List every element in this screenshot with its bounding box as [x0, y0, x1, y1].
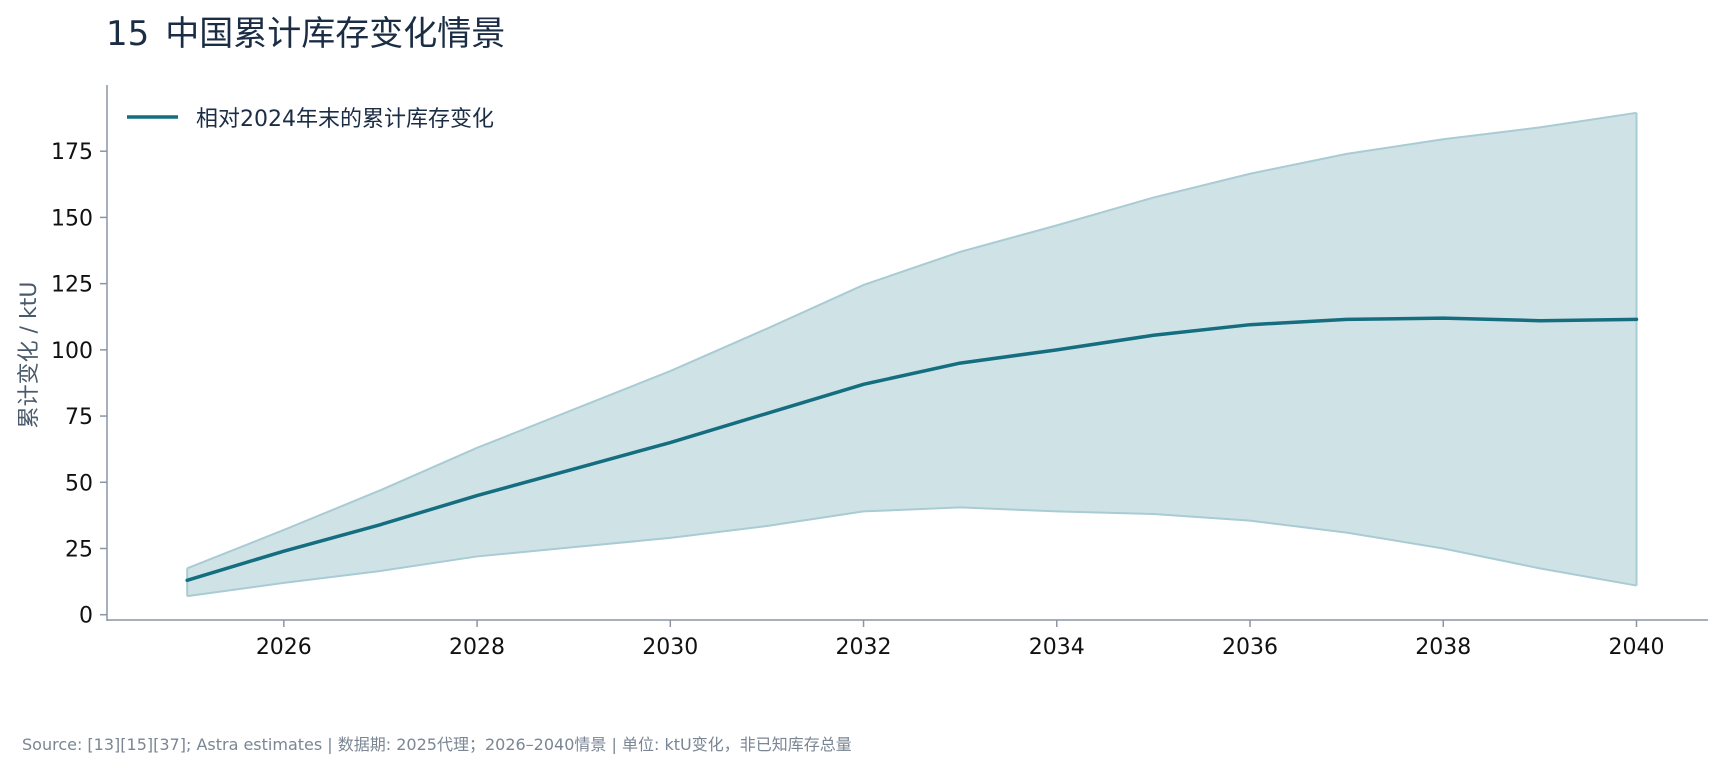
uncertainty-band	[186, 111, 1638, 598]
y-tick-label: 0	[79, 604, 93, 629]
band-fill	[187, 112, 1637, 597]
x-tick-label: 2034	[1029, 635, 1085, 660]
band-upper-edge	[186, 111, 1637, 570]
source-note: Source: [13][15][37]; Astra estimates | …	[22, 735, 852, 754]
series-line	[185, 316, 1639, 583]
x-tick-label: 2028	[449, 635, 505, 660]
x-tick-label: 2036	[1222, 635, 1278, 660]
x-tick-label: 2032	[836, 635, 892, 660]
x-tick-label: 2038	[1415, 635, 1471, 660]
chart-title: 15 中国累计库存变化情景	[106, 6, 505, 55]
x-tick-label: 2026	[256, 635, 312, 660]
tick-labels: 0 25 50 75 100 125 150 175 2026 2028 2030 2032 2034 2…	[51, 140, 1665, 660]
y-tick-label: 25	[65, 537, 93, 562]
y-axis-label: 累计变化 / ktU	[17, 282, 42, 429]
y-tick-label: 100	[51, 339, 93, 364]
y-tick-label: 125	[51, 273, 93, 298]
legend-label: 相对2024年末的累计库存变化	[196, 107, 494, 132]
x-tick-label: 2040	[1609, 635, 1665, 660]
chart-title-text: 中国累计库存变化情景	[165, 14, 506, 54]
y-tick-label: 75	[65, 405, 93, 430]
legend: 相对2024年末的累计库存变化	[127, 107, 494, 132]
y-tick-label: 50	[65, 471, 93, 496]
y-tick-label: 150	[51, 206, 93, 231]
series-line-group	[185, 316, 1639, 583]
axes	[106, 85, 1708, 621]
x-tick-label: 2030	[642, 635, 698, 660]
chart-number: 15	[106, 14, 150, 54]
y-tick-label: 175	[51, 140, 93, 165]
band-lower-edge	[187, 506, 1637, 598]
